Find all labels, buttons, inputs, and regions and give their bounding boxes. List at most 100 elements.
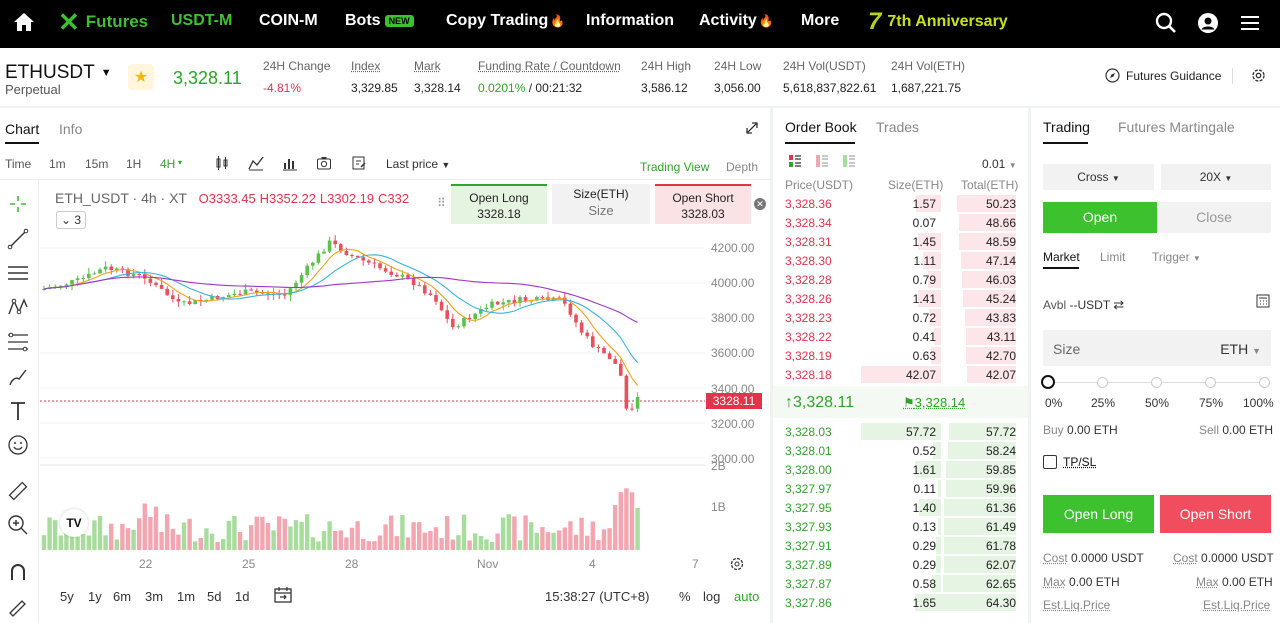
stat-funding[interactable]: Funding Rate / Countdown 0.0201% / 00:21… xyxy=(478,59,621,95)
margin-mode-select[interactable]: Cross ▼ xyxy=(1043,164,1154,190)
bid-row[interactable]: 3,327.91 0.29 61.78 xyxy=(773,536,1028,555)
tab-trades[interactable]: Trades xyxy=(876,119,920,135)
calculator-icon[interactable] xyxy=(1256,294,1270,308)
tab-trading[interactable]: Trading xyxy=(1043,119,1090,135)
chart-settings-icon[interactable] xyxy=(729,556,745,572)
timeframe-1h[interactable]: 1H xyxy=(126,157,142,171)
precision-select[interactable]: 0.01 ▼ xyxy=(982,157,1017,171)
slider-stop-75[interactable] xyxy=(1205,377,1216,388)
nav-usdt-m[interactable]: USDT-M xyxy=(171,12,233,29)
home-icon[interactable] xyxy=(12,10,36,34)
ask-row[interactable]: 3,328.28 0.79 46.03 xyxy=(773,270,1028,289)
range-5y[interactable]: 5y xyxy=(60,589,74,604)
indicators-icon[interactable] xyxy=(248,155,264,171)
range-6m[interactable]: 6m xyxy=(113,589,132,604)
auto-scale-toggle[interactable]: auto xyxy=(734,589,760,604)
range-5d[interactable]: 5d xyxy=(207,589,222,604)
pencil-lock-icon[interactable] xyxy=(6,593,30,617)
ask-row[interactable]: 3,328.26 1.41 45.24 xyxy=(773,289,1028,308)
price-chart-canvas[interactable] xyxy=(40,180,705,550)
order-type-limit[interactable]: Limit xyxy=(1100,250,1126,264)
range-1y[interactable]: 1y xyxy=(88,589,102,604)
timeframe-1m[interactable]: 1m xyxy=(49,157,66,171)
ask-row[interactable]: 3,328.22 0.41 43.11 xyxy=(773,327,1028,346)
open-position-tab[interactable]: Open xyxy=(1043,202,1157,233)
indicator-collapse-button[interactable]: ⌄ 3 xyxy=(56,211,86,229)
bid-row[interactable]: 3,327.97 0.11 59.96 xyxy=(773,479,1028,498)
close-icon[interactable]: ✕ xyxy=(754,198,766,210)
range-3m[interactable]: 3m xyxy=(145,589,164,604)
tab-chart[interactable]: Chart xyxy=(5,121,40,137)
trading-view-toggle[interactable]: Trading View xyxy=(640,160,710,174)
search-icon[interactable] xyxy=(1155,12,1177,34)
edit-template-icon[interactable] xyxy=(351,155,367,171)
ask-row[interactable]: 3,328.18 42.07 42.07 xyxy=(773,365,1028,384)
ask-row[interactable]: 3,328.30 1.11 47.14 xyxy=(773,251,1028,270)
crosshair-icon[interactable] xyxy=(6,192,30,216)
size-unit-select[interactable]: ETH ▼ xyxy=(1220,341,1261,357)
size-slider-knob[interactable] xyxy=(1041,375,1055,389)
checkbox[interactable] xyxy=(1043,455,1057,469)
stat-mark[interactable]: Mark 3,328.14 xyxy=(414,59,461,95)
depth-toggle[interactable]: Depth xyxy=(726,160,759,174)
favorite-star-icon[interactable]: ★ xyxy=(128,64,154,90)
camera-icon[interactable] xyxy=(316,155,332,171)
pattern-icon[interactable] xyxy=(6,295,30,319)
tpsl-checkbox[interactable]: TP/SL xyxy=(1043,455,1096,469)
ask-row[interactable]: 3,328.19 0.63 42.70 xyxy=(773,346,1028,365)
bid-row[interactable]: 3,327.95 1.40 61.36 xyxy=(773,498,1028,517)
transfer-icon[interactable]: ⇄ xyxy=(1113,297,1125,312)
leverage-select[interactable]: 20X ▼ xyxy=(1161,164,1271,190)
nav-information[interactable]: Information xyxy=(586,12,674,29)
bid-row[interactable]: 3,328.00 1.61 59.85 xyxy=(773,460,1028,479)
book-bids-icon[interactable] xyxy=(843,155,855,167)
gear-icon[interactable] xyxy=(1250,67,1267,84)
bid-row[interactable]: 3,328.01 0.52 58.24 xyxy=(773,441,1028,460)
book-asks-icon[interactable] xyxy=(816,155,828,167)
bid-row[interactable]: 3,327.93 0.13 61.49 xyxy=(773,517,1028,536)
drag-handle-icon[interactable]: ⠿ xyxy=(437,196,446,210)
book-both-icon[interactable] xyxy=(789,155,801,167)
bar-chart-icon[interactable] xyxy=(282,155,298,171)
log-scale-toggle[interactable]: log xyxy=(703,589,721,604)
nav-coin-m[interactable]: COIN-M xyxy=(259,12,318,29)
bid-row[interactable]: 3,327.89 0.29 62.07 xyxy=(773,555,1028,574)
range-1m[interactable]: 1m xyxy=(177,589,196,604)
ask-row[interactable]: 3,328.23 0.72 43.83 xyxy=(773,308,1028,327)
nav-bots[interactable]: Bots NEW xyxy=(345,12,414,30)
tab-futures-martingale[interactable]: Futures Martingale xyxy=(1118,119,1235,135)
chart-size-input[interactable]: Size(ETH) Size xyxy=(552,184,650,224)
brush-icon[interactable] xyxy=(6,365,30,389)
symbol-selector[interactable]: ETHUSDT ▼ xyxy=(5,62,112,84)
tab-info[interactable]: Info xyxy=(59,121,83,137)
order-type-trigger[interactable]: Trigger ▼ xyxy=(1152,250,1201,264)
order-type-market[interactable]: Market xyxy=(1043,250,1080,264)
ruler-icon[interactable] xyxy=(6,479,30,503)
open-short-button[interactable]: Open Short xyxy=(1160,495,1271,533)
nav-activity[interactable]: Activity 🔥 xyxy=(699,12,774,30)
zoom-in-icon[interactable] xyxy=(6,513,30,537)
chart-open-long-button[interactable]: Open Long 3328.18 xyxy=(451,184,547,224)
anniversary-banner[interactable]: 7 7th Anniversary xyxy=(868,10,1008,34)
menu-icon[interactable] xyxy=(1239,12,1261,34)
nav-more[interactable]: More xyxy=(801,12,840,29)
emoji-icon[interactable] xyxy=(6,433,30,457)
close-position-tab[interactable]: Close xyxy=(1157,202,1271,233)
timeframe-15m[interactable]: 15m xyxy=(85,157,109,171)
slider-stop-25[interactable] xyxy=(1097,377,1108,388)
futures-guidance-link[interactable]: Futures Guidance xyxy=(1105,68,1221,83)
open-long-button[interactable]: Open Long xyxy=(1043,495,1154,533)
percent-scale-toggle[interactable]: % xyxy=(679,589,691,604)
brand-logo[interactable]: ✕ Futures xyxy=(58,9,148,35)
expand-icon[interactable] xyxy=(745,121,759,135)
bid-row[interactable]: 3,327.86 1.65 64.30 xyxy=(773,593,1028,612)
ask-row[interactable]: 3,328.34 0.07 48.66 xyxy=(773,213,1028,232)
nav-copy-trading[interactable]: Copy Trading 🔥 xyxy=(446,12,565,30)
fib-retracement-icon[interactable] xyxy=(6,330,30,354)
horizontal-lines-icon[interactable] xyxy=(6,261,30,285)
size-input[interactable]: Size ETH ▼ xyxy=(1043,330,1271,366)
slider-stop-100[interactable] xyxy=(1259,377,1270,388)
ask-row[interactable]: 3,328.31 1.45 48.59 xyxy=(773,232,1028,251)
trend-line-icon[interactable] xyxy=(6,227,30,251)
price-type-select[interactable]: Last price ▼ xyxy=(386,157,450,171)
